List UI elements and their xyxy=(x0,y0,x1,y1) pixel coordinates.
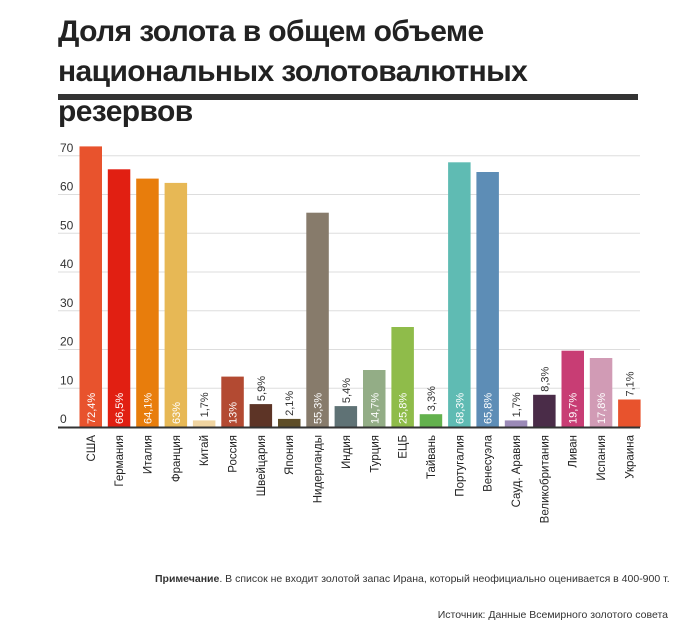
chart-note: Примечание. В список не входит золотой з… xyxy=(155,573,670,585)
bar xyxy=(419,414,443,427)
data-label: 13% xyxy=(228,402,240,424)
x-tick-label: Япония xyxy=(284,435,296,475)
x-tick-label: Великобритания xyxy=(539,435,551,523)
y-tick-label: 50 xyxy=(60,218,74,232)
x-tick-label: Венесуэла xyxy=(483,434,495,492)
title-underline xyxy=(58,94,638,100)
bar xyxy=(164,182,188,427)
data-label: 8,3% xyxy=(539,367,551,392)
data-label: 1,7% xyxy=(511,392,523,417)
bar xyxy=(363,370,386,427)
data-label: 64,1% xyxy=(142,393,154,424)
x-tick-label: Германия xyxy=(114,435,126,487)
data-label: 63% xyxy=(171,402,183,424)
bar xyxy=(618,399,641,427)
chart-source: Источник: Данные Всемирного золотого сов… xyxy=(437,609,668,621)
bar xyxy=(306,212,329,427)
x-tick-label: Португалия xyxy=(454,435,466,497)
x-tick-label: Ливан xyxy=(568,435,580,468)
x-tick-label: Индия xyxy=(341,435,353,469)
bar xyxy=(476,172,499,427)
bar xyxy=(589,358,613,427)
data-label: 1,7% xyxy=(199,392,211,417)
data-label: 55,3% xyxy=(313,393,325,424)
bar xyxy=(107,169,131,428)
bar xyxy=(192,420,216,427)
x-tick-label: Испания xyxy=(596,435,608,481)
y-tick-label: 70 xyxy=(60,141,74,155)
y-tick-label: 60 xyxy=(60,180,74,194)
x-tick-label: Швейцария xyxy=(256,435,268,496)
data-label: 5,4% xyxy=(341,378,353,403)
x-tick-label: Китай xyxy=(199,435,211,466)
bar xyxy=(504,420,528,427)
y-tick-label: 40 xyxy=(60,257,74,271)
bar xyxy=(533,394,556,427)
bar xyxy=(221,376,244,427)
data-label: 2,1% xyxy=(284,391,296,416)
x-tick-label: Тайвань xyxy=(426,435,438,479)
bar xyxy=(334,406,358,427)
data-label: 3,3% xyxy=(426,386,438,411)
y-tick-label: 30 xyxy=(60,296,74,310)
data-label: 68,3% xyxy=(454,393,466,424)
data-label: 14,7% xyxy=(369,393,381,424)
data-label: 25,8% xyxy=(398,393,410,424)
data-label: 17,8% xyxy=(596,393,608,424)
data-label: 65,8% xyxy=(483,393,495,424)
x-tick-label: Франция xyxy=(171,435,183,482)
x-tick-label: Италия xyxy=(142,435,154,474)
chart-title-line-2: национальных золотовалютных резервов xyxy=(58,55,528,128)
x-tick-label: Украина xyxy=(624,434,636,478)
y-tick-label: 10 xyxy=(60,373,74,387)
data-label: 66,5% xyxy=(114,393,126,424)
chart-title: Доля золота в общем объеме национальных … xyxy=(58,12,658,132)
bar xyxy=(561,350,584,427)
note-label: Примечание xyxy=(155,573,220,585)
bar xyxy=(448,162,471,428)
x-tick-label: Нидерланды xyxy=(313,435,325,503)
bar-chart: 0 10 20 30 40 50 60 70 72,4% США 66,5% Германия 64,1… xyxy=(58,141,641,523)
data-label: 72,4% xyxy=(86,393,98,424)
y-tick-label: 0 xyxy=(60,412,67,426)
chart-title-line-1: Доля золота в общем объеме xyxy=(58,15,484,48)
data-label: 5,9% xyxy=(256,376,268,401)
bar xyxy=(391,327,414,427)
data-label: 19,7% xyxy=(568,393,580,424)
x-tick-label: Россия xyxy=(228,435,240,473)
bar xyxy=(79,146,102,427)
x-tick-label: США xyxy=(86,435,98,462)
bar xyxy=(278,418,301,427)
x-tick-label: Турция xyxy=(369,435,381,473)
x-tick-label: ЕЦБ xyxy=(398,435,410,459)
y-tick-label: 20 xyxy=(60,335,74,349)
bar xyxy=(136,178,159,427)
x-tick-label: Сауд. Аравия xyxy=(511,435,523,507)
note-text: . В список не входит золотой запас Ирана… xyxy=(219,573,670,585)
data-label: 7,1% xyxy=(624,371,636,396)
bar xyxy=(249,404,273,427)
